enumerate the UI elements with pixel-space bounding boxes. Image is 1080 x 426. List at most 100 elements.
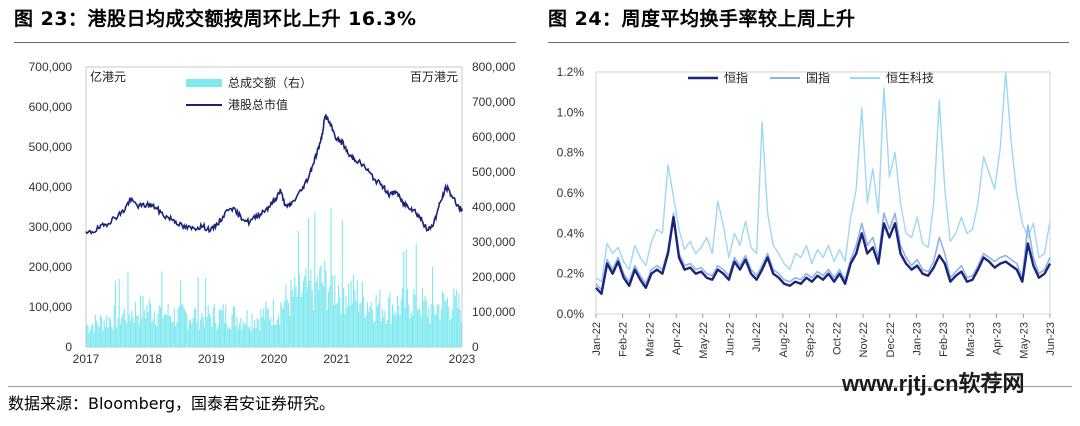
turnover-bar [371, 309, 373, 347]
turnover-bar [376, 306, 378, 347]
turnover-rate-chart: 0.0% 0.2% 0.4% 0.6% 0.8% 1.0% 1.2% Jan-22 Feb-22… [557, 65, 1057, 359]
right-axis-tick-label: 300,000 [472, 235, 516, 249]
turnover-bar [322, 286, 325, 347]
turnover-bar [383, 316, 385, 347]
turnover-bar [96, 320, 98, 347]
turnover-bar [396, 296, 399, 347]
turnover-bar [340, 313, 342, 347]
turnover-bar [370, 302, 372, 347]
turnover-bar [173, 307, 175, 347]
turnover-bar [366, 301, 368, 347]
turnover-bar [160, 307, 162, 347]
turnover-bar [274, 324, 276, 347]
turnover-bar [281, 307, 283, 347]
turnover-bar [356, 280, 358, 347]
legend-label-market-cap: 港股总市值 [228, 97, 288, 112]
x-axis-tick-label: 2017 [73, 352, 100, 366]
turnover-bar [165, 313, 167, 347]
turnover-bar [108, 317, 110, 347]
turnover-bar [158, 305, 160, 347]
turnover-bar [259, 330, 261, 347]
turnover-bar [439, 319, 441, 347]
turnover-bar [449, 319, 451, 347]
turnover-bar [193, 309, 195, 347]
turnover-bar [221, 310, 223, 347]
turnover-bar [280, 301, 282, 347]
turnover-bar [195, 307, 197, 347]
turnover-bar [277, 314, 279, 347]
turnover-bar [393, 313, 395, 347]
turnover-bar [132, 316, 134, 347]
turnover-bar [360, 301, 362, 347]
market-cap-turnover-chart: 0 100,000 200,000 300,000 400,000 500,000 600,… [29, 60, 516, 366]
turnover-bar [186, 313, 188, 347]
turnover-bar [128, 314, 130, 347]
right-axis-unit: 百万港元 [410, 70, 458, 84]
turnover-bar [245, 323, 247, 347]
y-axis-tick-label: 0.8% [557, 146, 585, 160]
turnover-bar [260, 309, 262, 347]
turnover-bar [142, 296, 144, 347]
right-axis-tick-label: 800,000 [472, 60, 516, 74]
turnover-bar [153, 311, 155, 347]
turnover-bar [317, 289, 320, 347]
y-axis-tick-label: 0.0% [557, 307, 585, 321]
turnover-bar [196, 321, 198, 347]
data-source-note: 数据来源：Bloomberg，国泰君安证券研究。 [8, 394, 336, 413]
turnover-bar [378, 302, 380, 347]
turnover-bar [389, 292, 391, 347]
turnover-bar [185, 311, 187, 347]
y-axis-tick-label: 0.6% [557, 186, 585, 200]
turnover-bar [426, 316, 429, 347]
turnover-bar [434, 314, 436, 347]
left-axis-tick-label: 700,000 [29, 60, 73, 74]
turnover-bar [235, 326, 237, 347]
turnover-bar [117, 317, 119, 347]
turnover-bar [355, 300, 357, 347]
turnover-bar [114, 280, 117, 347]
plot-frame [85, 66, 463, 348]
turnover-bar [266, 307, 268, 347]
turnover-bar [126, 323, 128, 347]
turnover-bar [178, 305, 180, 347]
turnover-bar [162, 318, 164, 347]
turnover-bar [257, 319, 259, 347]
turnover-bar [314, 212, 316, 347]
turnover-bar [232, 306, 234, 347]
turnover-bar [91, 325, 93, 347]
turnover-bar [276, 319, 278, 347]
turnover-bar [215, 322, 217, 347]
turnover-bar [237, 329, 239, 347]
turnover-bar [206, 317, 208, 347]
turnover-bar [133, 322, 135, 347]
title-rule-right [548, 42, 1069, 43]
turnover-bar [348, 283, 350, 347]
turnover-bar [363, 296, 365, 347]
turnover-bar [168, 315, 170, 347]
x-axis-tick-label: Aug-22 [778, 322, 790, 357]
turnover-bar [345, 296, 347, 347]
right-axis-tick-label: 100,000 [472, 305, 516, 319]
turnover-bar [170, 316, 172, 347]
turnover-bar [202, 317, 204, 347]
turnover-bar [289, 315, 291, 347]
turnover-bar [418, 307, 420, 347]
turnover-bar [156, 325, 158, 347]
turnover-bar [191, 323, 193, 347]
turnover-bar [358, 311, 360, 347]
turnover-bar [408, 304, 410, 347]
turnover-bar [188, 320, 190, 347]
turnover-bar [324, 260, 326, 347]
turnover-bar [138, 324, 140, 347]
turnover-bar [405, 249, 407, 347]
turnover-bar [373, 322, 375, 347]
turnover-bar [460, 322, 462, 347]
left-axis-tick-label: 500,000 [29, 140, 73, 154]
turnover-bar [272, 299, 274, 347]
turnover-bar [213, 304, 216, 347]
turnover-bar [207, 305, 209, 347]
x-axis-tick-label: Jul-22 [751, 322, 763, 352]
turnover-bar [431, 266, 434, 347]
turnover-bar [256, 317, 258, 347]
left-axis-tick-label: 100,000 [29, 300, 73, 314]
